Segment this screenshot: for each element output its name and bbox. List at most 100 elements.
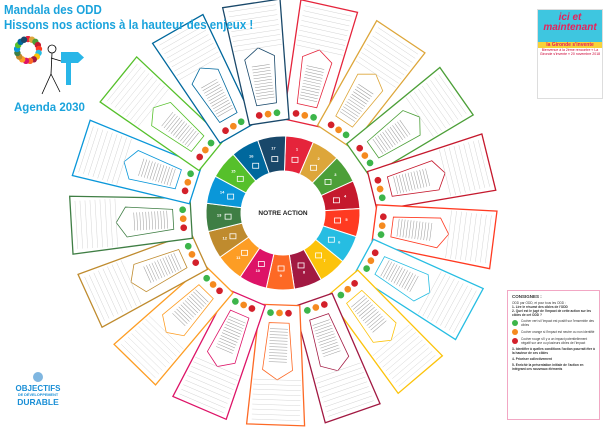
orange-impact-dot[interactable] bbox=[311, 303, 320, 312]
red-impact-dot[interactable] bbox=[355, 143, 365, 153]
sdg-icon bbox=[334, 217, 341, 224]
red-impact-dot[interactable] bbox=[374, 176, 383, 185]
orange-impact-dot[interactable] bbox=[366, 256, 376, 266]
red-impact-dot[interactable] bbox=[214, 286, 224, 296]
orange-impact-dot[interactable] bbox=[300, 111, 309, 120]
orange-impact-dot[interactable] bbox=[343, 284, 353, 294]
sdg-card-7[interactable] bbox=[320, 264, 444, 395]
sdg-card-11[interactable] bbox=[113, 259, 239, 386]
logo-line-2: DE DÉVELOPPEMENT bbox=[17, 393, 59, 397]
poster-band: la Gironde s'invente bbox=[538, 42, 602, 48]
green-impact-dot[interactable] bbox=[309, 113, 318, 122]
red-impact-dot[interactable] bbox=[320, 300, 329, 309]
sdg-card-14[interactable] bbox=[71, 119, 204, 212]
sdg-icon bbox=[271, 156, 279, 163]
green-impact-dot[interactable] bbox=[231, 297, 240, 306]
red-impact-dot[interactable] bbox=[326, 120, 336, 130]
green-impact-dot[interactable] bbox=[202, 273, 212, 283]
red-impact-dot[interactable] bbox=[247, 304, 256, 313]
red-impact-dot[interactable] bbox=[181, 186, 190, 195]
green-impact-dot[interactable] bbox=[377, 230, 385, 239]
event-poster: ici et maintenant la Gironde s'invente Bi… bbox=[537, 9, 603, 99]
sdg-card-9[interactable] bbox=[245, 303, 309, 427]
sdg-card-10[interactable] bbox=[172, 286, 274, 421]
green-impact-dot[interactable] bbox=[273, 108, 281, 117]
red-impact-dot[interactable] bbox=[221, 126, 231, 136]
green-impact-dot[interactable] bbox=[336, 290, 346, 300]
red-impact-dot[interactable] bbox=[379, 212, 388, 221]
red-impact-dot[interactable] bbox=[255, 111, 264, 120]
sdg-icon bbox=[327, 236, 335, 243]
agenda-label: Agenda 2030 bbox=[14, 102, 85, 114]
sdg-number: 7 bbox=[323, 258, 326, 263]
stick-figure-sdg-wheel-icon bbox=[14, 36, 84, 95]
red-impact-dot[interactable] bbox=[179, 223, 188, 232]
sdg-card-8[interactable] bbox=[286, 290, 381, 424]
orange-impact-dot[interactable] bbox=[378, 221, 387, 230]
title-line-2: Hissons nos actions à la hauteur des enj… bbox=[4, 18, 254, 32]
green-impact-dot[interactable] bbox=[186, 169, 195, 178]
sdg-card-2[interactable] bbox=[310, 19, 426, 153]
sdg-card-6[interactable] bbox=[350, 231, 485, 341]
green-impact-dot[interactable] bbox=[266, 308, 275, 317]
green-impact-dot[interactable] bbox=[378, 193, 387, 202]
green-impact-dot[interactable] bbox=[362, 264, 372, 274]
orange-impact-dot[interactable] bbox=[179, 214, 188, 223]
orange-impact-dot[interactable] bbox=[376, 185, 385, 194]
red-impact-dot[interactable] bbox=[350, 278, 360, 288]
step-1: 1- Lire le résumé des cibles de l'ODD bbox=[512, 305, 568, 309]
sdg-icon bbox=[332, 197, 340, 204]
sdg-card-5[interactable] bbox=[370, 196, 498, 270]
orange-impact-dot[interactable] bbox=[187, 250, 197, 260]
un-emblem-icon bbox=[33, 372, 43, 382]
sdg-number: 4 bbox=[344, 194, 347, 199]
sdg-icon bbox=[236, 175, 244, 182]
orange-impact-dot[interactable] bbox=[360, 151, 370, 161]
sdg-number: 15 bbox=[231, 169, 236, 174]
instructions-box: CONSIGNES : ODD par ODD, et pour tous le… bbox=[507, 290, 600, 420]
red-impact-dot[interactable] bbox=[284, 309, 293, 318]
sdg-card-13[interactable] bbox=[68, 189, 193, 255]
step-5: 5- Enrichir la présentation initiale de … bbox=[512, 363, 584, 371]
green-impact-dot[interactable] bbox=[341, 130, 351, 140]
green-impact-dot[interactable] bbox=[303, 306, 312, 315]
page-title: Mandala des ODD Hissons nos actions à la… bbox=[4, 3, 253, 33]
sdg-icon bbox=[277, 265, 285, 272]
green-impact-dot[interactable] bbox=[206, 138, 216, 148]
sdg-card-16[interactable] bbox=[151, 13, 263, 148]
green-impact-dot[interactable] bbox=[236, 117, 246, 127]
green-impact-dot[interactable] bbox=[183, 241, 193, 251]
poster-line-2: maintenant bbox=[543, 22, 597, 33]
red-impact-dot[interactable] bbox=[191, 258, 201, 268]
green-impact-dot[interactable] bbox=[178, 205, 187, 214]
sdg-card-15[interactable] bbox=[99, 55, 230, 178]
red-impact-dot[interactable] bbox=[195, 152, 205, 162]
green-impact-dot[interactable] bbox=[365, 158, 375, 168]
orange-impact-dot[interactable] bbox=[264, 110, 272, 118]
sdg-card-3[interactable] bbox=[342, 66, 475, 183]
red-dot-icon bbox=[512, 338, 518, 344]
center-label: NOTRE ACTION bbox=[258, 210, 308, 217]
sdg-icon bbox=[310, 164, 317, 171]
orange-impact-dot[interactable] bbox=[208, 279, 218, 289]
poster-subtitle: Bienvenue à la 2ème rencontre « La Giron… bbox=[539, 48, 601, 56]
sdg-card-12[interactable] bbox=[77, 225, 211, 329]
step-3: 3- Identifier à quelles conditions l'act… bbox=[512, 347, 595, 355]
orange-impact-dot[interactable] bbox=[275, 309, 284, 317]
red-impact-dot[interactable] bbox=[292, 109, 301, 118]
sdg-card-17[interactable] bbox=[221, 0, 298, 126]
orange-impact-dot[interactable] bbox=[239, 300, 248, 309]
sdg-card-4[interactable] bbox=[365, 133, 497, 219]
title-line-1: Mandala des ODD bbox=[4, 3, 102, 17]
orange-text: Cocher orange si l'impact est neutre ou … bbox=[521, 330, 595, 334]
sdg-number: 3 bbox=[334, 172, 337, 177]
orange-impact-dot[interactable] bbox=[200, 145, 210, 155]
sdg-icon bbox=[227, 193, 235, 200]
red-impact-dot[interactable] bbox=[370, 248, 380, 258]
orange-impact-dot[interactable] bbox=[228, 121, 238, 131]
orange-impact-dot[interactable] bbox=[334, 125, 344, 135]
orange-impact-dot[interactable] bbox=[183, 178, 192, 187]
poster-line-1: ici et bbox=[558, 12, 582, 23]
sdg-card-1[interactable] bbox=[275, 0, 359, 130]
